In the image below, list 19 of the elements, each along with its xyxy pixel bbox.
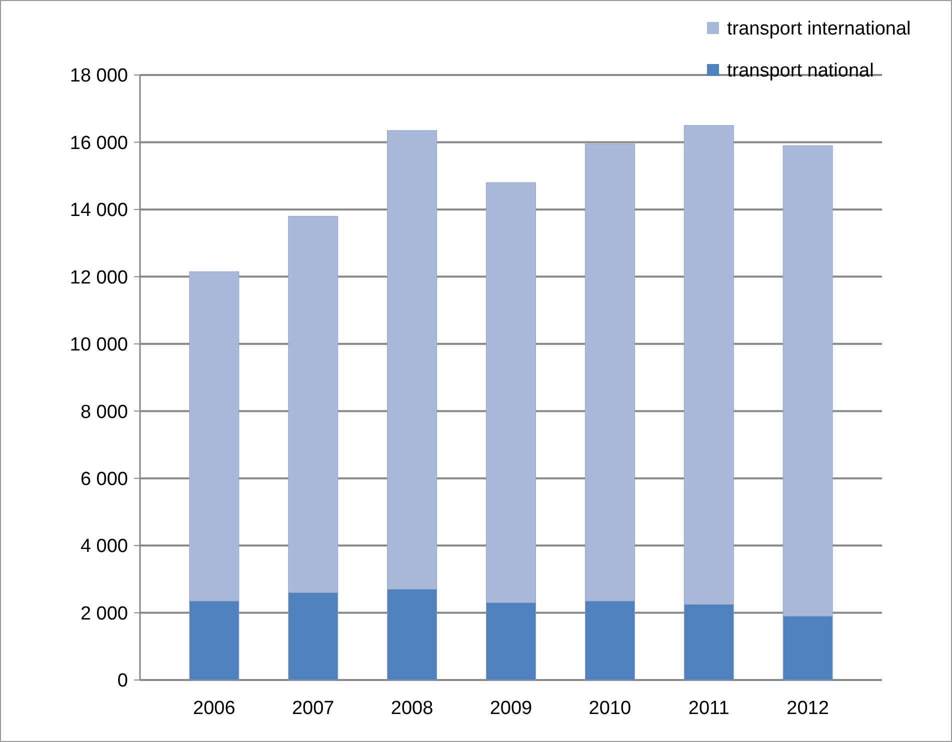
legend-label: transport national	[727, 60, 874, 82]
x-tick-label: 2011	[688, 698, 730, 719]
x-tick-label: 2006	[193, 698, 236, 719]
x-tick-label: 2008	[390, 698, 434, 719]
y-tick-label: 4 000	[80, 536, 128, 558]
x-tick-label: 2007	[292, 698, 334, 719]
y-tick-label: 12 000	[70, 267, 128, 288]
y-tick-label: 14 000	[70, 200, 128, 222]
y-tick-label: 2 000	[80, 603, 128, 624]
x-tick-label: 2012	[786, 698, 829, 719]
y-tick-label: 6 000	[80, 468, 128, 490]
y-tick-label: 18 000	[70, 66, 128, 87]
y-tick-label: 8 000	[80, 402, 128, 423]
x-tick-label: 2010	[588, 698, 632, 719]
legend-label: transport international	[727, 18, 911, 40]
y-tick-label: 16 000	[70, 132, 128, 154]
x-tick-label: 2009	[490, 698, 532, 719]
y-tick-label: 10 000	[70, 334, 128, 356]
y-tick-label: 0	[117, 670, 128, 692]
